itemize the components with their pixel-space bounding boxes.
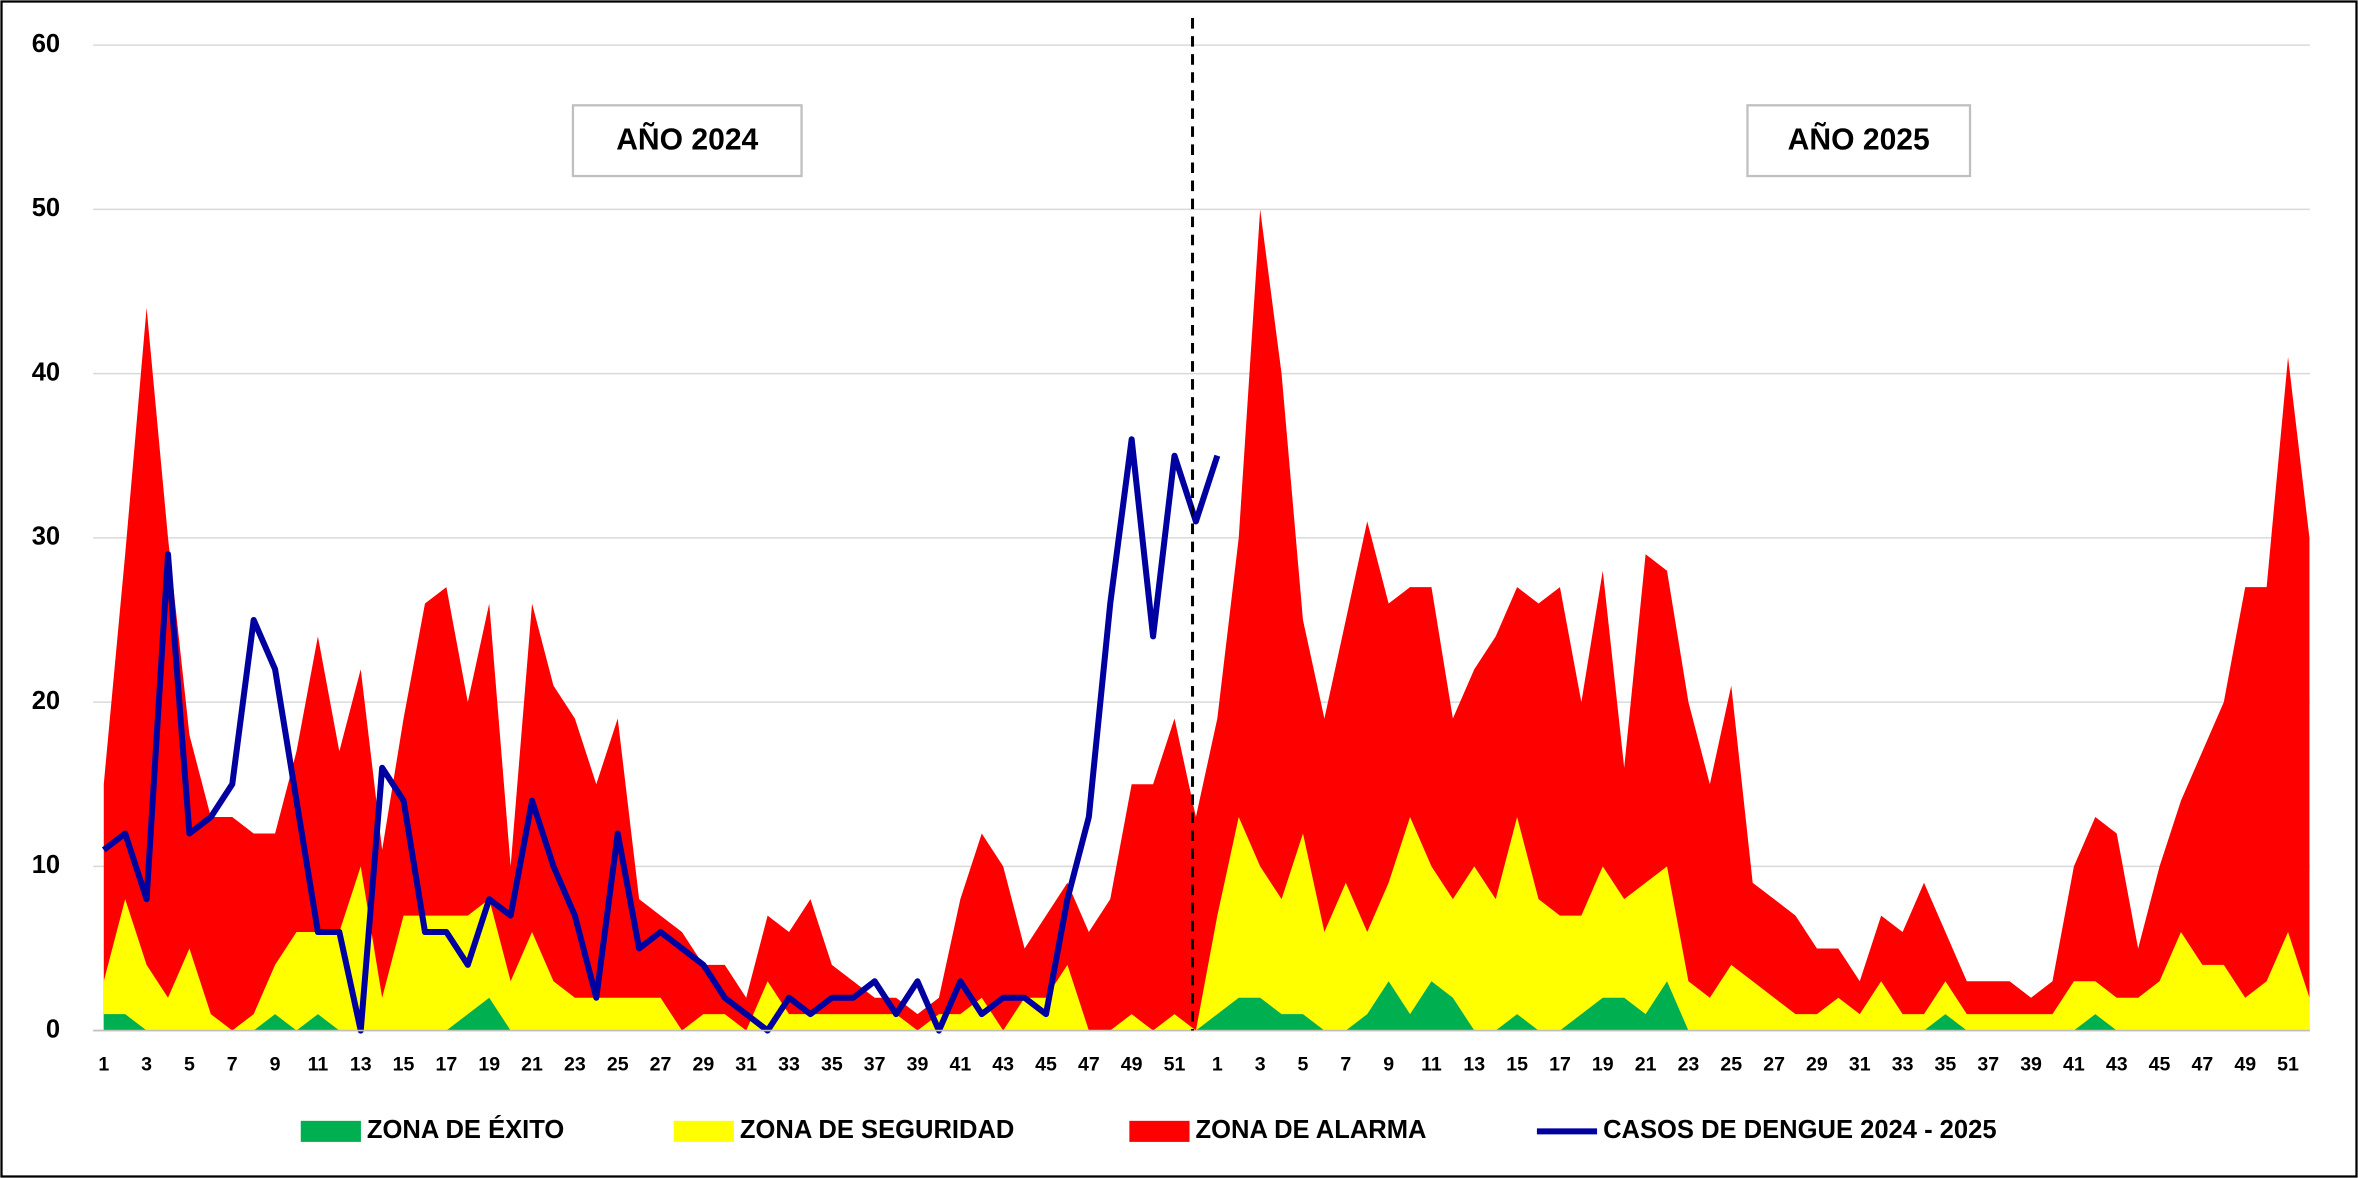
y-tick-label: 20 [32, 687, 60, 715]
line [101, 436, 1221, 1034]
x-tick-label: 17 [1549, 1053, 1571, 1075]
x-tick-label: 15 [393, 1053, 415, 1075]
area [103, 981, 2310, 1031]
x-tick-label: 31 [1849, 1053, 1871, 1075]
x-tick-label: 19 [478, 1053, 500, 1075]
x-tick-label: 39 [2020, 1053, 2042, 1075]
x-tick-label: 33 [778, 1053, 800, 1075]
x-tick-label: 37 [864, 1053, 886, 1075]
x-tick-label: 35 [821, 1053, 843, 1075]
x-tick-label: 1 [98, 1053, 109, 1075]
x-tick-label: 7 [1340, 1053, 1351, 1075]
x-tick-label: 45 [2149, 1053, 2171, 1075]
x-tick-label: 47 [2192, 1053, 2214, 1075]
legend-label: ZONA DE ALARMA [1196, 1116, 1427, 1144]
annotation: AÑO 2025 [1788, 122, 1930, 156]
legend-label: ZONA DE SEGURIDAD [740, 1116, 1015, 1144]
x-tick-label: 7 [227, 1053, 238, 1075]
y-tick-label: 30 [32, 523, 60, 551]
x-tick-label: 37 [1977, 1053, 1999, 1075]
x-tick-label: 45 [1035, 1053, 1057, 1075]
annotation-box [571, 104, 803, 178]
x-tick-label: 9 [270, 1053, 281, 1075]
x-tick-label: 39 [907, 1053, 929, 1075]
x-tick-label: 35 [1935, 1053, 1957, 1075]
x-tick-label: 17 [436, 1053, 458, 1075]
x-tick-label: 21 [1635, 1053, 1657, 1075]
x-tick-label: 23 [564, 1053, 586, 1075]
legend-swatch [300, 1120, 361, 1142]
x-tick-label: 15 [1506, 1053, 1528, 1075]
x-tick-label: 13 [350, 1053, 372, 1075]
legend-label: ZONA DE ÉXITO [367, 1115, 564, 1144]
x-tick-label: 5 [1298, 1053, 1309, 1075]
x-tick-label: 11 [308, 1053, 329, 1075]
x-tick-label: 3 [141, 1053, 152, 1075]
x-tick-label: 27 [1763, 1053, 1785, 1075]
y-tick-label: 40 [32, 358, 60, 386]
x-tick-label: 1 [1212, 1053, 1223, 1075]
x-tick-label: 33 [1892, 1053, 1914, 1075]
x-tick-label: 31 [735, 1053, 757, 1075]
x-tick-label: 49 [2234, 1053, 2256, 1075]
x-tick-label: 5 [184, 1053, 195, 1075]
y-tick-label: 60 [32, 30, 60, 58]
x-tick-label: 3 [1255, 1053, 1266, 1075]
x-tick-label: 43 [992, 1053, 1014, 1075]
y-tick-label: 0 [46, 1015, 60, 1043]
x-tick-label: 19 [1592, 1053, 1614, 1075]
x-tick-label: 9 [1383, 1053, 1394, 1075]
x-tick-label: 29 [1806, 1053, 1828, 1075]
y-tick-label: 50 [32, 194, 60, 222]
x-tick-label: 41 [949, 1053, 971, 1075]
y-tick-label: 10 [32, 851, 60, 879]
x-tick-label: 29 [692, 1053, 714, 1075]
x-tick-label: 51 [2277, 1053, 2299, 1075]
x-tick-label: 11 [1421, 1053, 1442, 1075]
x-tick-label: 25 [607, 1053, 629, 1075]
x-tick-label: 41 [2063, 1053, 2085, 1075]
x-tick-label: 51 [1164, 1053, 1186, 1075]
legend-swatch [673, 1120, 734, 1142]
area [103, 817, 2310, 1031]
x-tick-label: 47 [1078, 1053, 1100, 1075]
legend-swatch [1129, 1120, 1190, 1142]
annotation-box [1746, 104, 1972, 178]
x-tick-label: 21 [521, 1053, 543, 1075]
x-tick-label: 43 [2106, 1053, 2128, 1075]
annotation: AÑO 2024 [616, 122, 758, 156]
x-tick-label: 13 [1463, 1053, 1485, 1075]
x-tick-label: 25 [1720, 1053, 1742, 1075]
legend-label: CASOS DE DENGUE 2024 - 2025 [1603, 1116, 1996, 1144]
x-tick-label: 27 [650, 1053, 672, 1075]
x-tick-label: 23 [1678, 1053, 1700, 1075]
x-tick-label: 49 [1121, 1053, 1143, 1075]
